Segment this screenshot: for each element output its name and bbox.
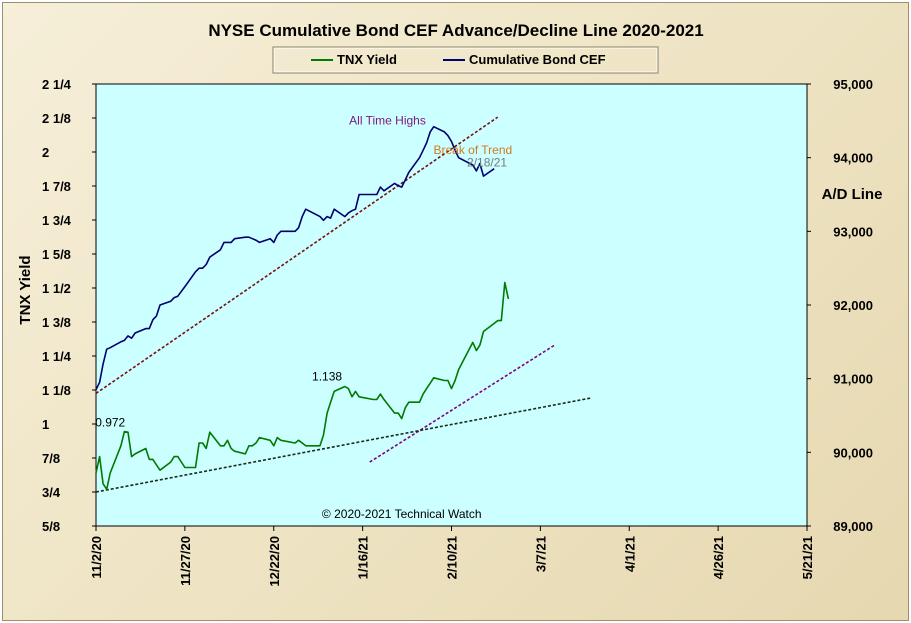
x-tick-label: 11/27/20 (178, 536, 193, 586)
x-tick-label: 12/22/20 (267, 536, 282, 587)
left-tick-label: 1 1/8 (42, 383, 71, 398)
right-tick-label: 89,000 (833, 519, 873, 534)
annotation-2: Break of Trend (433, 143, 512, 157)
left-tick-label: 2 (42, 145, 49, 160)
left-tick-label: 2 1/8 (42, 111, 71, 126)
left-tick-label: 5/8 (42, 519, 60, 534)
right-tick-label: 94,000 (833, 151, 873, 166)
right-tick-label: 93,000 (833, 224, 873, 239)
left-tick-label: 1 5/8 (42, 247, 71, 262)
left-tick-label: 1 1/2 (42, 281, 71, 296)
left-tick-label: 3/4 (42, 485, 61, 500)
series-line-cumulative-bond-cef (95, 125, 495, 391)
data-series (95, 125, 510, 491)
legend-label-tnx-yield: TNX Yield (337, 52, 397, 67)
left-tick-label: 1 7/8 (42, 179, 71, 194)
right-axis-title: A/D Line (822, 186, 883, 203)
x-axis-ticks: 11/2/20 11/27/20 12/22/20 1/16/21 2/10/21 3/7… (89, 526, 815, 587)
left-axis-title: TNX Yield (17, 255, 34, 324)
legend-label-cumulative-bond-cef: Cumulative Bond CEF (469, 52, 606, 67)
left-tick-label: 1 (42, 417, 49, 432)
left-tick-label: 1 3/4 (42, 213, 72, 228)
x-tick-label: 5/21/21 (800, 536, 815, 579)
chart-title: NYSE Cumulative Bond CEF Advance/Decline… (208, 21, 703, 40)
x-tick-label: 11/2/20 (89, 536, 104, 579)
right-tick-label: 95,000 (833, 77, 873, 92)
right-axis-ticks: 95,000 94,000 93,000 92,000 91,000 90,000 89,0… (807, 77, 873, 534)
right-tick-label: 91,000 (833, 372, 873, 387)
x-tick-label: 1/16/21 (356, 536, 371, 579)
left-tick-label: 2 1/4 (42, 77, 72, 92)
left-tick-label: 1 3/8 (42, 315, 71, 330)
legend-box: TNX Yield Cumulative Bond CEF (272, 46, 659, 74)
trend-lines (95, 116, 591, 493)
left-axis-ticks: 2 1/4 2 1/8 2 1 7/8 1 3/4 1 5/8 1 1/2 1 3/8 1 1/… (42, 77, 96, 534)
annotation-6: © 2020-2021 Technical Watch (322, 507, 482, 521)
right-tick-label: 90,000 (833, 445, 873, 460)
annotation-3: 2/18/21 (467, 156, 507, 170)
x-tick-label: 4/1/21 (622, 536, 637, 572)
trend-line-2 (369, 344, 556, 463)
trend-line-3 (95, 397, 591, 493)
left-tick-label: 7/8 (42, 451, 60, 466)
x-tick-label: 4/26/21 (711, 536, 726, 579)
right-tick-label: 92,000 (833, 298, 873, 313)
annotation-5: 1.138 (312, 369, 342, 383)
trend-line-1 (95, 116, 499, 395)
x-tick-label: 3/7/21 (533, 536, 548, 572)
annotation-4: 0.972 (95, 416, 125, 430)
left-tick-label: 1 1/4 (42, 349, 72, 364)
series-line-tnx-yield (95, 281, 510, 491)
x-tick-label: 2/10/21 (445, 536, 460, 579)
annotation-1: All Time Highs (349, 114, 426, 128)
